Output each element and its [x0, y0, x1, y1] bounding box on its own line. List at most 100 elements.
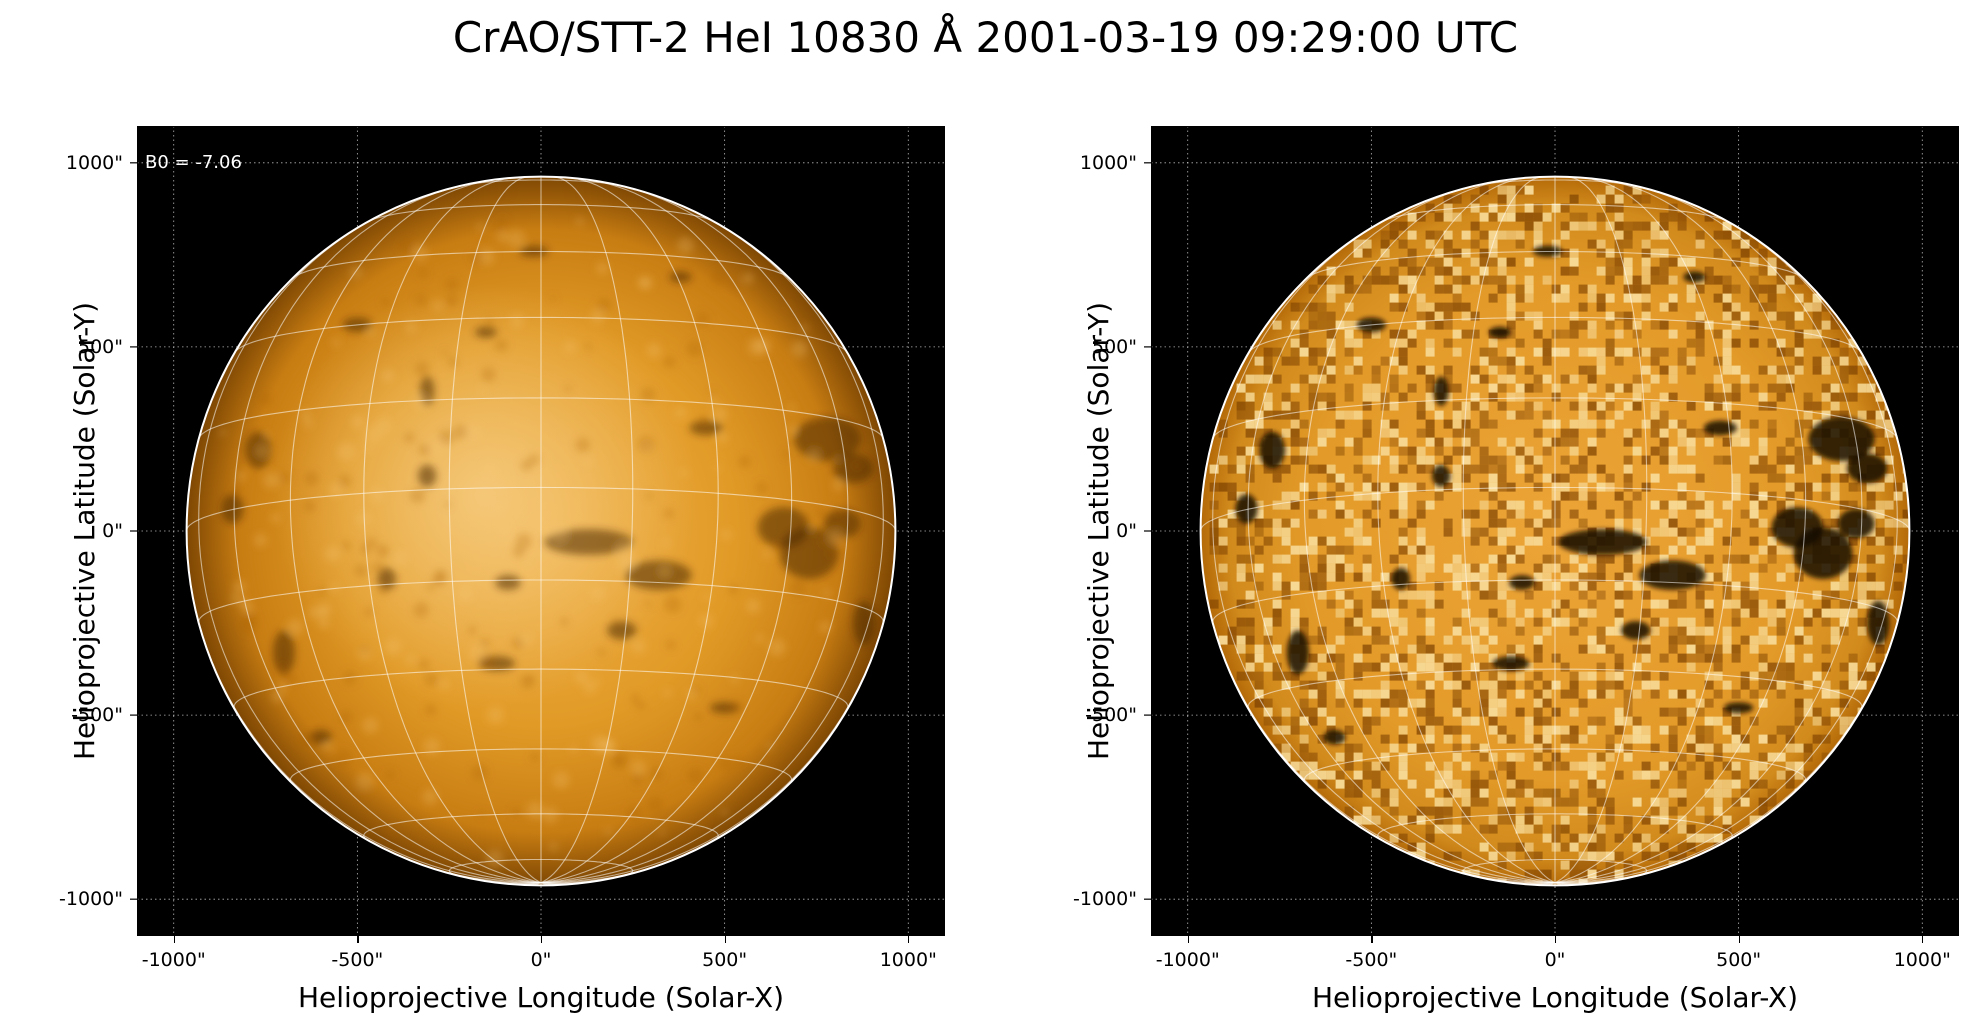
- meridian-line: [540, 183, 849, 884]
- meridian-line: [1303, 178, 1556, 884]
- dark-feature: [272, 630, 295, 675]
- meridian-line: [540, 178, 793, 884]
- y-tick-label: -1000": [59, 888, 123, 911]
- meridian-line: [1377, 177, 1556, 884]
- meridian-line: [540, 176, 634, 884]
- x-tick-mark: [1555, 936, 1557, 943]
- x-tick-mark: [1922, 936, 1924, 943]
- parallel-line: [1462, 858, 1648, 877]
- axes-frame: [1151, 126, 1959, 936]
- heliographic-grid: [1200, 176, 1910, 886]
- x-tick-mark: [1371, 936, 1373, 943]
- x-tick-label: -500": [1345, 949, 1398, 971]
- dark-feature: [1703, 420, 1737, 436]
- parallel-line: [1247, 668, 1863, 710]
- heliographic-grid: [186, 176, 896, 886]
- x-tick-mark: [1187, 936, 1189, 943]
- dark-feature: [1723, 702, 1754, 714]
- parallel-line: [1249, 316, 1861, 352]
- x-tick-mark: [1738, 936, 1740, 943]
- x-tick-label: 0": [530, 949, 552, 971]
- parallel-line: [1212, 579, 1898, 623]
- right-solar-image: [1144, 126, 1959, 936]
- parallel-line: [1377, 813, 1733, 841]
- x-tick-label: 1000": [879, 949, 937, 971]
- dark-feature: [1259, 431, 1286, 469]
- dark-feature: [1621, 621, 1651, 640]
- dark-feature: [832, 453, 874, 484]
- x-tick-mark: [357, 936, 359, 943]
- y-axis-label: Helioprojective Latitude (Solar-Y): [68, 301, 101, 761]
- dark-feature: [221, 494, 244, 524]
- y-tick-label: 1000": [1079, 151, 1137, 174]
- y-tick-label: -1000": [1073, 888, 1137, 911]
- axes-frame: [137, 126, 945, 936]
- meridian-line: [289, 178, 542, 884]
- y-tick-label: 0": [102, 520, 123, 542]
- meridian-line: [1554, 209, 1898, 884]
- dark-feature: [1323, 729, 1346, 745]
- dark-feature: [1793, 527, 1853, 579]
- dark-feature: [1846, 453, 1888, 484]
- dark-feature: [1235, 494, 1258, 524]
- dark-feature: [1433, 376, 1449, 406]
- solar-limb: [185, 175, 897, 887]
- parallel-line: [198, 397, 884, 439]
- dark-feature: [1837, 508, 1875, 539]
- x-tick-label: 0": [1544, 949, 1566, 971]
- dark-feature: [474, 326, 497, 338]
- parallel-line: [1473, 179, 1637, 187]
- solar-disk: [186, 176, 896, 886]
- x-axis-label: Helioprojective Longitude (Solar-X): [1311, 981, 1799, 1014]
- meridian-line: [1554, 178, 1807, 884]
- y-tick-label: 500": [1091, 335, 1137, 358]
- x-tick-label: 500": [1716, 949, 1762, 971]
- dark-feature: [1431, 464, 1451, 487]
- x-tick-label: -500": [331, 949, 384, 971]
- figure-title: CrAO/STT-2 HeI 10830 Å 2001-03-19 09:29:…: [452, 13, 1519, 62]
- dark-feature: [1492, 656, 1530, 671]
- dark-feature: [853, 600, 876, 646]
- dark-feature: [1488, 326, 1511, 338]
- parallel-line: [289, 748, 793, 784]
- parallel-line: [233, 668, 849, 710]
- b0-annotation: B0 = -7.06: [145, 152, 242, 173]
- dark-feature: [1867, 600, 1890, 646]
- x-tick-label: 500": [702, 949, 748, 971]
- y-tick-label: -500": [71, 704, 123, 727]
- dark-feature: [417, 464, 437, 487]
- dark-feature: [1683, 271, 1706, 283]
- x-tick-label: -1000": [1155, 949, 1220, 971]
- meridian-line: [233, 183, 542, 884]
- y-tick-label: -500": [1085, 704, 1137, 727]
- parallel-line: [1303, 748, 1807, 784]
- dark-feature: [1391, 567, 1410, 590]
- parallel-line: [1200, 486, 1910, 532]
- parallel-line: [1212, 397, 1898, 439]
- solar-limb: [1199, 175, 1911, 887]
- parallel-line: [292, 250, 790, 279]
- x-tick-mark: [541, 936, 543, 943]
- y-tick-label: 500": [77, 335, 123, 358]
- dark-feature: [607, 621, 637, 640]
- parallel-line: [198, 579, 884, 623]
- right-panel: 1000" 500" 0" -500" -1000" -1000" -500" 0" 500"…: [1073, 126, 1959, 1014]
- x-tick-label: 1000": [1893, 949, 1951, 971]
- meridian-line: [540, 177, 719, 884]
- parallel-line: [368, 204, 714, 222]
- meridian-line: [1554, 177, 1733, 884]
- parallel-line: [186, 486, 896, 532]
- dark-feature: [1509, 575, 1535, 590]
- left-solar-image: [130, 126, 945, 936]
- meridian-line: [448, 176, 542, 884]
- dark-feature: [669, 271, 692, 283]
- parallel-line: [235, 316, 847, 352]
- meridian-line: [1247, 183, 1556, 884]
- meridian-line: [1554, 183, 1863, 884]
- dark-feature: [1639, 560, 1706, 590]
- parallel-line: [363, 813, 719, 841]
- dark-feature: [625, 560, 692, 590]
- meridian-line: [1554, 176, 1648, 884]
- y-tick-label: 1000": [65, 151, 123, 174]
- parallel-line: [448, 858, 634, 877]
